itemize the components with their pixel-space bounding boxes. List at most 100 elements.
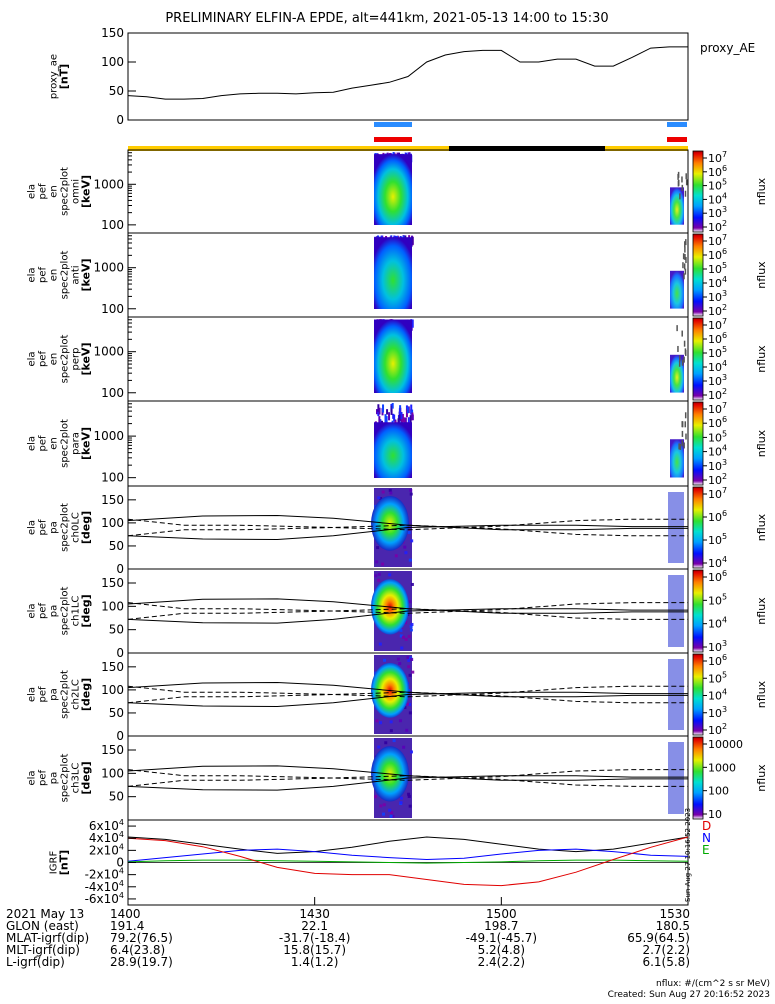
sunlight-bar <box>605 146 688 151</box>
spectrogram-pixel <box>407 658 411 662</box>
y-axis-label-line: pa <box>49 521 60 533</box>
spectrogram-pixel <box>388 573 392 577</box>
y-tick-label: 150 <box>101 576 124 590</box>
science-zone-bar <box>374 122 412 127</box>
y-tick-label: 0 <box>116 562 124 576</box>
spectrogram-pixel <box>374 574 378 578</box>
spectrogram-pixel <box>379 804 383 808</box>
colorbar-tick-label: 105 <box>708 429 727 444</box>
orbit-row-label: MLAT-igrf(dip) <box>6 931 89 945</box>
colorbar-tick-label: 106 <box>708 653 727 668</box>
eclipse-bar <box>449 146 605 151</box>
spectrogram-pixel <box>681 421 684 428</box>
y-tick-label: 0 <box>116 856 124 870</box>
colorbar-tick-label: 104 <box>708 616 727 631</box>
colorbar-scale <box>692 317 704 401</box>
y-axis-label: IGRF[nT] <box>49 850 71 875</box>
spectrogram-pixel <box>401 413 404 423</box>
spectrogram-pixel <box>375 560 379 564</box>
side-timestamp: Sun Aug 27 10:16:52 2023 <box>684 808 692 902</box>
panel-pa_ch3: 50 100 150 <box>101 735 689 821</box>
y-tick-label: 100 <box>101 218 124 232</box>
spectrogram-pixel <box>379 721 383 725</box>
orbit-row-value: 6.1(5.8) <box>642 955 690 969</box>
colorbar-tick-label: 105 <box>708 592 727 607</box>
colorbar-tick-label: 103 <box>708 458 727 473</box>
y-axis-label-line: [nT] <box>58 64 71 89</box>
spectrogram-pixel <box>681 359 684 366</box>
anti-loss-cone-line <box>127 775 688 787</box>
colorbar-tick-label: 10 <box>708 808 722 821</box>
y-tick-label: 100 <box>101 55 124 69</box>
science-zone-bar <box>667 137 687 142</box>
y-axis-label-line: spec2plot <box>60 587 71 636</box>
spectrogram-pixel <box>377 745 381 749</box>
y-axis-label-line: pa <box>49 605 60 617</box>
colorbar-tick-label: 103 <box>708 289 727 304</box>
spectrogram-pixel <box>683 263 686 270</box>
spectrogram-pixel <box>409 624 413 628</box>
y-axis-label-line: pef <box>38 435 49 452</box>
colorbar-tick-label: 106 <box>708 509 727 524</box>
orbit-row-value: 2.7(2.2) <box>642 943 690 957</box>
y-axis-label-line: pef <box>38 519 49 536</box>
y-axis-label-line: [deg] <box>80 761 93 794</box>
orbit-row-value: -49.1(-45.7) <box>466 931 537 945</box>
loss-cone-line <box>127 608 688 624</box>
colorbar-tick-label: 10000 <box>708 738 743 751</box>
spectrogram-pixel <box>399 801 403 805</box>
spectrogram-pixel <box>398 411 401 420</box>
spectrogram-pixel <box>684 190 687 197</box>
loss-cone-curves <box>127 681 688 708</box>
spectrogram-pixel <box>407 665 411 669</box>
y-axis-label-line: pa <box>49 772 60 784</box>
orbit-row-value: 1500 <box>486 907 517 921</box>
spectrogram-pixel <box>399 634 403 638</box>
y-axis-label-line: [keV] <box>80 342 93 375</box>
colorbar-tick-label: 104 <box>708 275 727 290</box>
spectrogram-pixel <box>684 253 686 260</box>
colorbar-tick-label: 107 <box>708 401 727 416</box>
spectrogram-pixel <box>399 405 402 412</box>
y-axis-label-line: spec2plot <box>60 754 71 803</box>
science-zone-bar <box>667 122 687 127</box>
created-timestamp: Created: Sun Aug 27 20:16:52 2023 <box>608 990 770 1000</box>
orbit-row-label: L-igrf(dip) <box>6 955 65 969</box>
y-axis-label-line: ch1LC <box>71 596 82 627</box>
spectrogram-pixel <box>377 578 381 582</box>
spectrogram-blob <box>670 270 684 309</box>
spectrogram-pixel <box>409 488 413 492</box>
spectrogram-pixel <box>390 811 394 815</box>
spectrogram-pixel <box>378 407 381 415</box>
colorbar-tick-label: 107 <box>708 486 727 501</box>
spectrogram-pixel <box>381 490 385 494</box>
y-tick-label: 1000 <box>93 429 124 443</box>
colorbar-tick-label: 104 <box>708 191 727 206</box>
spectrogram-pixel <box>382 404 385 413</box>
spectrogram-pixel <box>681 440 684 447</box>
colorbar-scale <box>692 233 704 317</box>
colorbar-tick-label: 105 <box>708 178 727 193</box>
y-axis-label-line: spec2plot <box>60 335 71 384</box>
spectrogram-pixel <box>679 193 681 200</box>
y-tick-label: 100 <box>101 471 124 485</box>
colorbar-label: nflux <box>755 513 768 541</box>
spectrogram-pixel <box>402 745 406 749</box>
spectrogram-pixel <box>407 406 410 414</box>
orbit-row-value: 6.4(23.8) <box>110 943 165 957</box>
colorbar-tick-label: 105 <box>708 345 727 360</box>
y-tick-label: 1000 <box>93 261 124 275</box>
orbit-row-value: 15.8(15.7) <box>283 943 346 957</box>
spectrogram-pixel <box>384 741 388 745</box>
science-zone-bar <box>374 137 412 142</box>
colorbar-tick-label: 104 <box>708 444 727 459</box>
spectrogram-pixel <box>683 356 685 363</box>
colorbar-tick-label: 106 <box>708 331 727 346</box>
colorbar-tick-label: 106 <box>708 569 727 584</box>
colorbar-tick-label: 107 <box>708 150 727 165</box>
colorbar-tick-label: 104 <box>708 359 727 374</box>
spectrogram-pixel <box>410 657 414 661</box>
anti-loss-cone-line <box>127 685 688 698</box>
